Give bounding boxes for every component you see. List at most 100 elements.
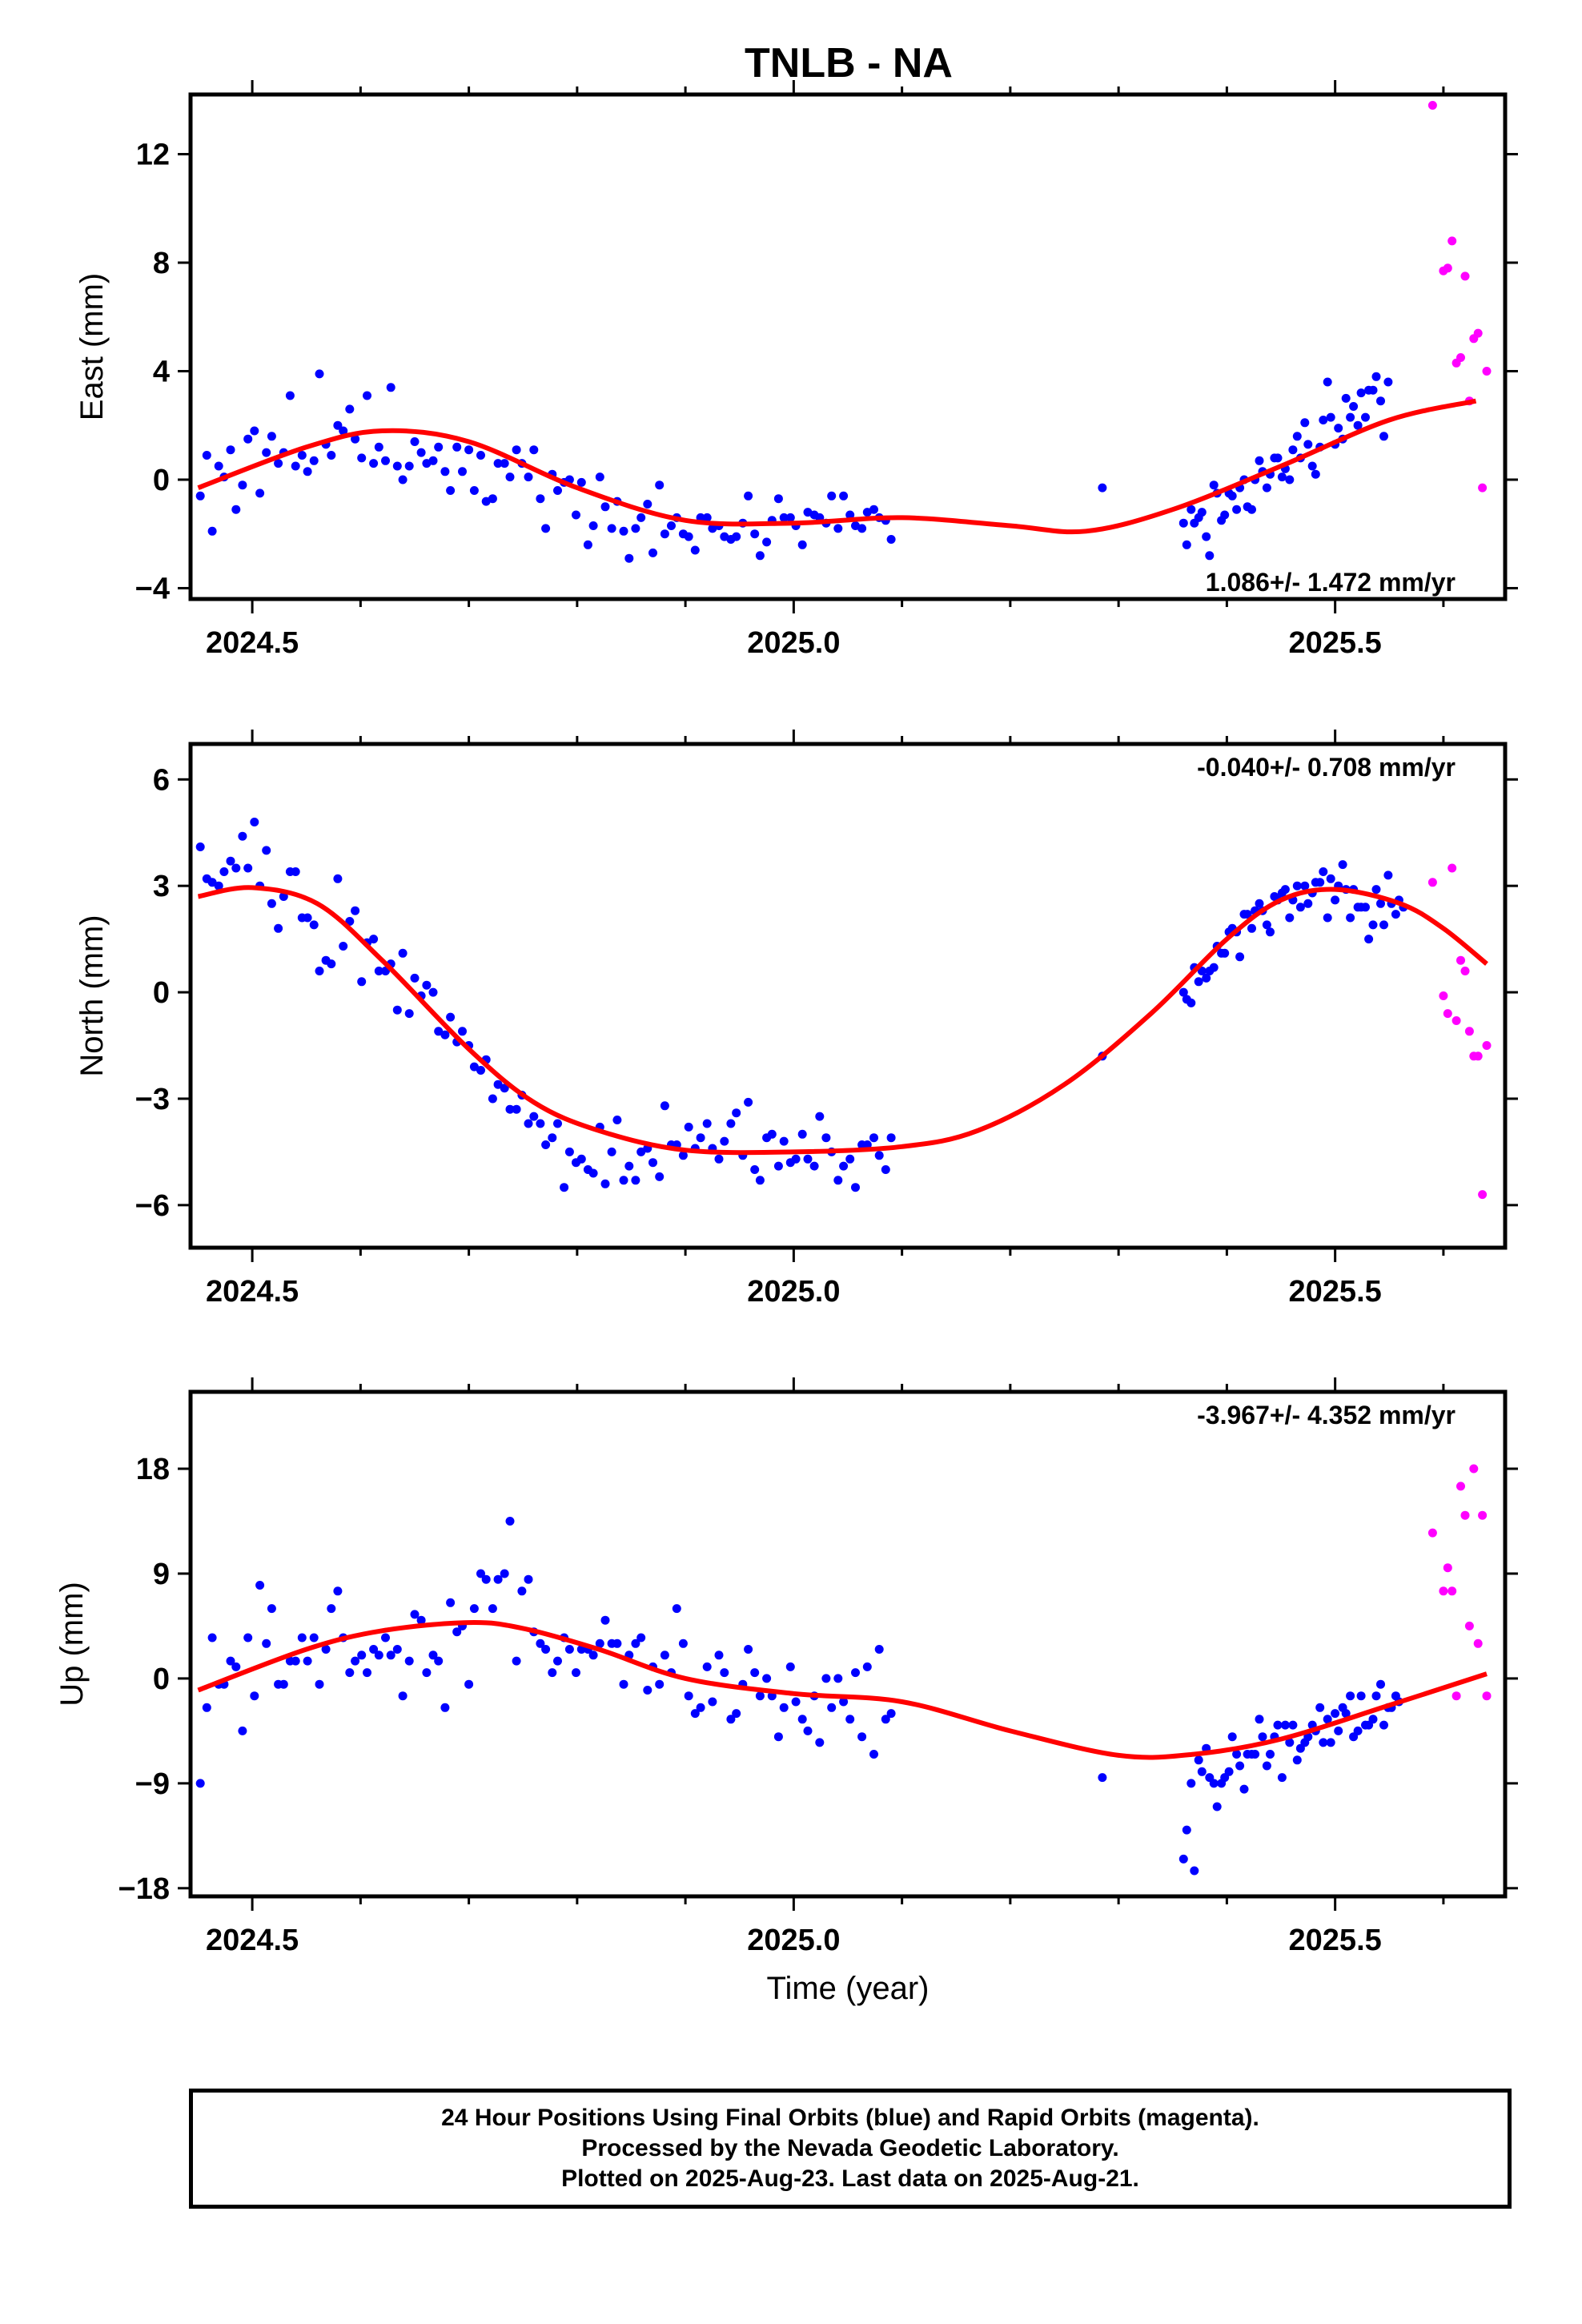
up-final-point [1178,1854,1188,1864]
up-final-point [1262,1761,1271,1771]
east-rapid-point [1478,483,1488,493]
east-final-point [1319,416,1328,424]
up-final-point [595,1638,604,1648]
east-rapid-point [1473,328,1483,338]
east-final-point [1292,432,1302,441]
east-final-point [857,524,867,533]
up-final-point [744,1645,753,1654]
up-final-point [381,1633,390,1642]
north-final-point [624,1161,634,1171]
east-final-point [1414,0,1423,5]
north-final-point [428,987,438,997]
up-final-point [1232,1750,1242,1759]
east-final-point [469,486,479,495]
up-final-point [250,1691,259,1701]
east-final-point [231,505,241,514]
north-final-point [612,1116,622,1124]
east-final-point [690,545,700,555]
north-final-point [1255,899,1264,908]
north-final-point [821,1133,831,1143]
east-final-point [202,451,211,460]
east-rapid-point [1427,101,1437,110]
up-final-point [512,1656,521,1666]
east-final-point [797,540,807,549]
up-final-point [1356,1691,1366,1701]
north-final-point [803,1154,813,1164]
east-final-point [1202,532,1211,541]
north-final-point [1292,881,1302,891]
east-final-point [1368,385,1378,395]
north-ytick-label: 3 [153,870,170,903]
east-final-point [262,448,271,457]
up-rapid-point [1469,1464,1479,1474]
up-final-point [297,1633,307,1642]
up-final-point [1414,0,1423,5]
east-final-point [1326,412,1335,422]
east-final-point [274,459,283,468]
north-final-point [696,1133,705,1143]
east-final-point [434,442,444,452]
north-final-point [434,1027,444,1036]
up-final-point [1331,1709,1340,1719]
north-final-point [576,1154,586,1164]
east-final-point [363,391,371,400]
up-final-point [440,1703,450,1712]
up-final-point [732,1709,741,1719]
up-final-point [1292,1755,1302,1765]
footer-line-1: 24 Hour Positions Using Final Orbits (bl… [441,2105,1259,2131]
east-final-point [1399,0,1407,5]
up-final-point [1402,0,1411,5]
up-final-point [369,1645,379,1654]
north-final-point [660,1101,669,1111]
north-final-point [655,1172,665,1181]
up-final-point [524,1574,533,1584]
up-final-point [1346,1691,1355,1701]
north-final-point [773,1161,783,1171]
east-final-point [238,480,247,490]
up-final-point [785,1662,795,1671]
east-data-layer [195,0,1492,563]
east-final-point [333,420,343,430]
east-final-point [773,494,783,504]
north-final-point [1338,860,1347,870]
north-final-point [726,1119,736,1128]
east-final-point [1255,456,1264,465]
north-final-point [553,1119,562,1128]
east-final-point [250,426,259,436]
east-final-point [655,480,665,490]
east-final-point [392,461,402,471]
up-final-point [1323,1715,1332,1724]
east-final-point [488,494,497,504]
up-final-point [672,1604,681,1614]
north-rapid-point [1460,967,1470,975]
up-final-point [363,1668,371,1678]
east-final-point [524,472,533,482]
north-final-point [1285,913,1295,923]
east-final-point [576,477,586,487]
north-final-point [458,1027,467,1036]
east-final-point [1098,483,1107,493]
up-final-point [1285,1738,1295,1747]
up-rapid-point [1478,1510,1488,1520]
north-final-point [315,967,324,975]
north-ytick-label: −3 [135,1083,170,1116]
up-final-point [886,1709,896,1719]
east-rapid-point [1447,236,1457,246]
north-final-point [1197,967,1207,975]
north-final-point [392,1005,402,1015]
up-final-point [1251,1750,1260,1759]
up-final-point [619,1679,628,1689]
up-final-point [392,1645,402,1654]
up-final-point [1353,1726,1363,1735]
east-final-point [869,505,878,514]
north-final-point [797,1129,807,1139]
east-final-point [446,486,456,495]
east-frame [188,92,1508,601]
north-final-point [440,1030,450,1039]
up-final-point [612,1638,622,1648]
up-final-point [1319,1738,1328,1747]
up-final-point [696,1703,705,1712]
up-final-point [803,1726,813,1735]
east-final-point [243,434,253,444]
north-final-point [1202,973,1211,983]
